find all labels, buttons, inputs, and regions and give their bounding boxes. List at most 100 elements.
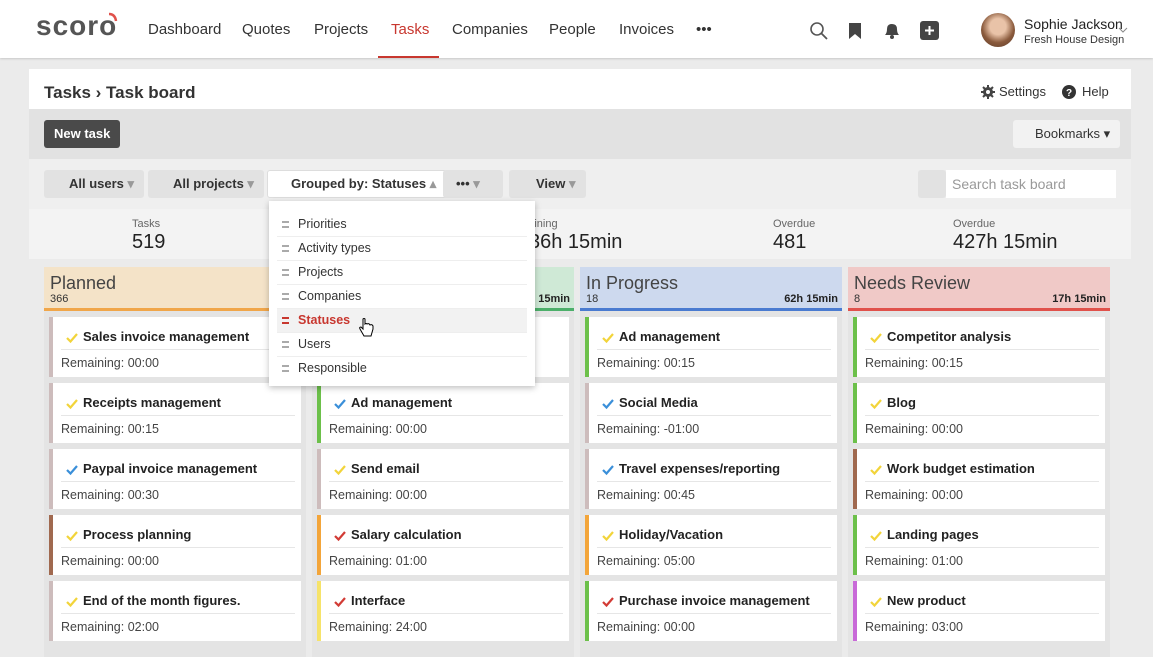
projects-filter[interactable]: All projects ▾ [148, 170, 264, 198]
nav-item[interactable]: Projects [314, 21, 369, 38]
card-remaining: Remaining: -01:00 [597, 422, 700, 436]
card[interactable]: Travel expenses/reporting Remaining: 00:4… [585, 449, 837, 509]
users-filter[interactable]: All users ▾ [44, 170, 145, 198]
menu-option[interactable]: Activity types [277, 237, 527, 261]
card-separator [597, 547, 831, 548]
avatar[interactable] [981, 13, 1015, 47]
card[interactable]: Holiday/Vacation Remaining: 05:00 [585, 515, 837, 575]
menu-option[interactable]: Statuses [277, 309, 527, 333]
breadcrumb: Tasks › Task board [44, 83, 196, 102]
view-filter[interactable]: View ▾ [509, 170, 586, 198]
card-separator [865, 415, 1099, 416]
card-remaining: Remaining: 03:00 [865, 620, 963, 634]
card-title: Travel expenses/reporting [619, 461, 781, 476]
link-button[interactable] [918, 170, 946, 198]
card-title: Ad management [619, 329, 721, 344]
menu-option[interactable]: Responsible [277, 357, 527, 381]
check-icon [66, 597, 78, 608]
new-task-button[interactable]: New task [44, 120, 121, 148]
cursor [359, 318, 374, 337]
column-count: 8 [854, 293, 861, 305]
column-time: 62h 15min [784, 293, 838, 305]
notifications-icon[interactable] [882, 22, 900, 40]
card-remaining: Remaining: 00:15 [865, 356, 963, 370]
menu-option[interactable]: Users [277, 333, 527, 357]
card[interactable]: End of the month figures. Remaining: 02:0… [49, 581, 301, 641]
more-filter-label: ••• [456, 176, 470, 191]
bookmarks-label: Bookmarks [1035, 126, 1101, 141]
toolbar [29, 109, 1131, 159]
card[interactable]: Competitor analysis Remaining: 00:15 [853, 317, 1105, 377]
column-title: In Progress [586, 273, 679, 293]
search-icon[interactable] [809, 21, 829, 41]
check-icon [66, 399, 78, 410]
card[interactable]: Blog Remaining: 00:00 [853, 383, 1105, 443]
menu-option-icon [282, 293, 289, 300]
check-mark [602, 399, 614, 410]
menu-option-label: Statuses [298, 313, 351, 327]
card[interactable]: Send email Remaining: 00:00 [317, 449, 569, 509]
card-separator [61, 481, 295, 482]
check-mark [66, 531, 78, 542]
card[interactable]: Social Media Remaining: -01:00 [585, 383, 837, 443]
card-remaining: Remaining: 00:15 [61, 422, 159, 436]
nav-item[interactable]: ••• [696, 21, 712, 38]
top-nav [0, 0, 1153, 58]
card-title: Blog [887, 395, 916, 410]
menu-option[interactable]: Priorities [277, 213, 527, 237]
settings-link[interactable]: Settings [999, 84, 1046, 99]
menu-option-icon [282, 317, 289, 324]
card[interactable]: Ad management Remaining: 00:00 [317, 383, 569, 443]
more-filter[interactable]: ••• ▾ [443, 170, 503, 198]
user-name[interactable]: Sophie Jackson [1024, 16, 1123, 32]
check-mark [66, 597, 78, 608]
check-icon [602, 597, 614, 608]
card[interactable]: Ad management Remaining: 00:15 [585, 317, 837, 377]
check-mark [870, 465, 882, 476]
nav-item[interactable]: Companies [452, 21, 528, 38]
check-mark [334, 399, 346, 410]
group-filter[interactable]: Grouped by: Statuses ▴ [267, 170, 448, 198]
card-remaining: Remaining: 00:45 [597, 488, 695, 502]
card[interactable]: New product Remaining: 03:00 [853, 581, 1105, 641]
bookmark-icon[interactable] [848, 22, 862, 40]
card-remaining: Remaining: 00:30 [61, 488, 159, 502]
help-link[interactable]: Help [1082, 84, 1109, 99]
card[interactable]: Purchase invoice management Remaining: 00… [585, 581, 837, 641]
check-mark [602, 531, 614, 542]
menu-option-label: Responsible [298, 361, 367, 375]
group-filter-label: Grouped by: Statuses [291, 176, 427, 191]
card-title: End of the month figures. [83, 593, 241, 608]
check-mark [870, 597, 882, 608]
menu-option[interactable]: Companies [277, 285, 527, 309]
card[interactable]: Work budget estimation Remaining: 00:00 [853, 449, 1105, 509]
check-icon [602, 333, 614, 344]
check-mark [334, 465, 346, 476]
card-separator [865, 481, 1099, 482]
card[interactable]: Paypal invoice management Remaining: 00:3… [49, 449, 301, 509]
view-filter-label: View [536, 176, 566, 191]
search-input[interactable]: Search task board [946, 170, 1116, 198]
card[interactable]: Interface Remaining: 24:00 [317, 581, 569, 641]
nav-item[interactable]: Tasks [391, 21, 430, 38]
stat-label: Tasks [132, 218, 161, 230]
column-count: 18 [586, 293, 599, 305]
user-caret[interactable] [1118, 27, 1128, 34]
menu-option[interactable]: Projects [277, 261, 527, 285]
card[interactable]: Sales invoice management Remaining: 00:00 [49, 317, 301, 377]
logo[interactable]: scoro [36, 10, 118, 41]
card[interactable]: Salary calculation Remaining: 01:00 [317, 515, 569, 575]
card-title: New product [887, 593, 966, 608]
card[interactable]: Receipts management Remaining: 00:15 [49, 383, 301, 443]
nav-item[interactable]: People [549, 21, 596, 38]
nav-item[interactable]: Quotes [242, 21, 291, 38]
nav-item[interactable]: Invoices [619, 21, 675, 38]
card[interactable]: Process planning Remaining: 00:00 [49, 515, 301, 575]
logo-mark [108, 12, 118, 22]
bookmarks-button[interactable]: Bookmarks ▾ [1013, 120, 1121, 148]
stat-value: 481 [773, 231, 807, 253]
add-icon[interactable] [920, 21, 939, 40]
nav-item[interactable]: Dashboard [148, 21, 222, 38]
card[interactable]: Landing pages Remaining: 01:00 [853, 515, 1105, 575]
